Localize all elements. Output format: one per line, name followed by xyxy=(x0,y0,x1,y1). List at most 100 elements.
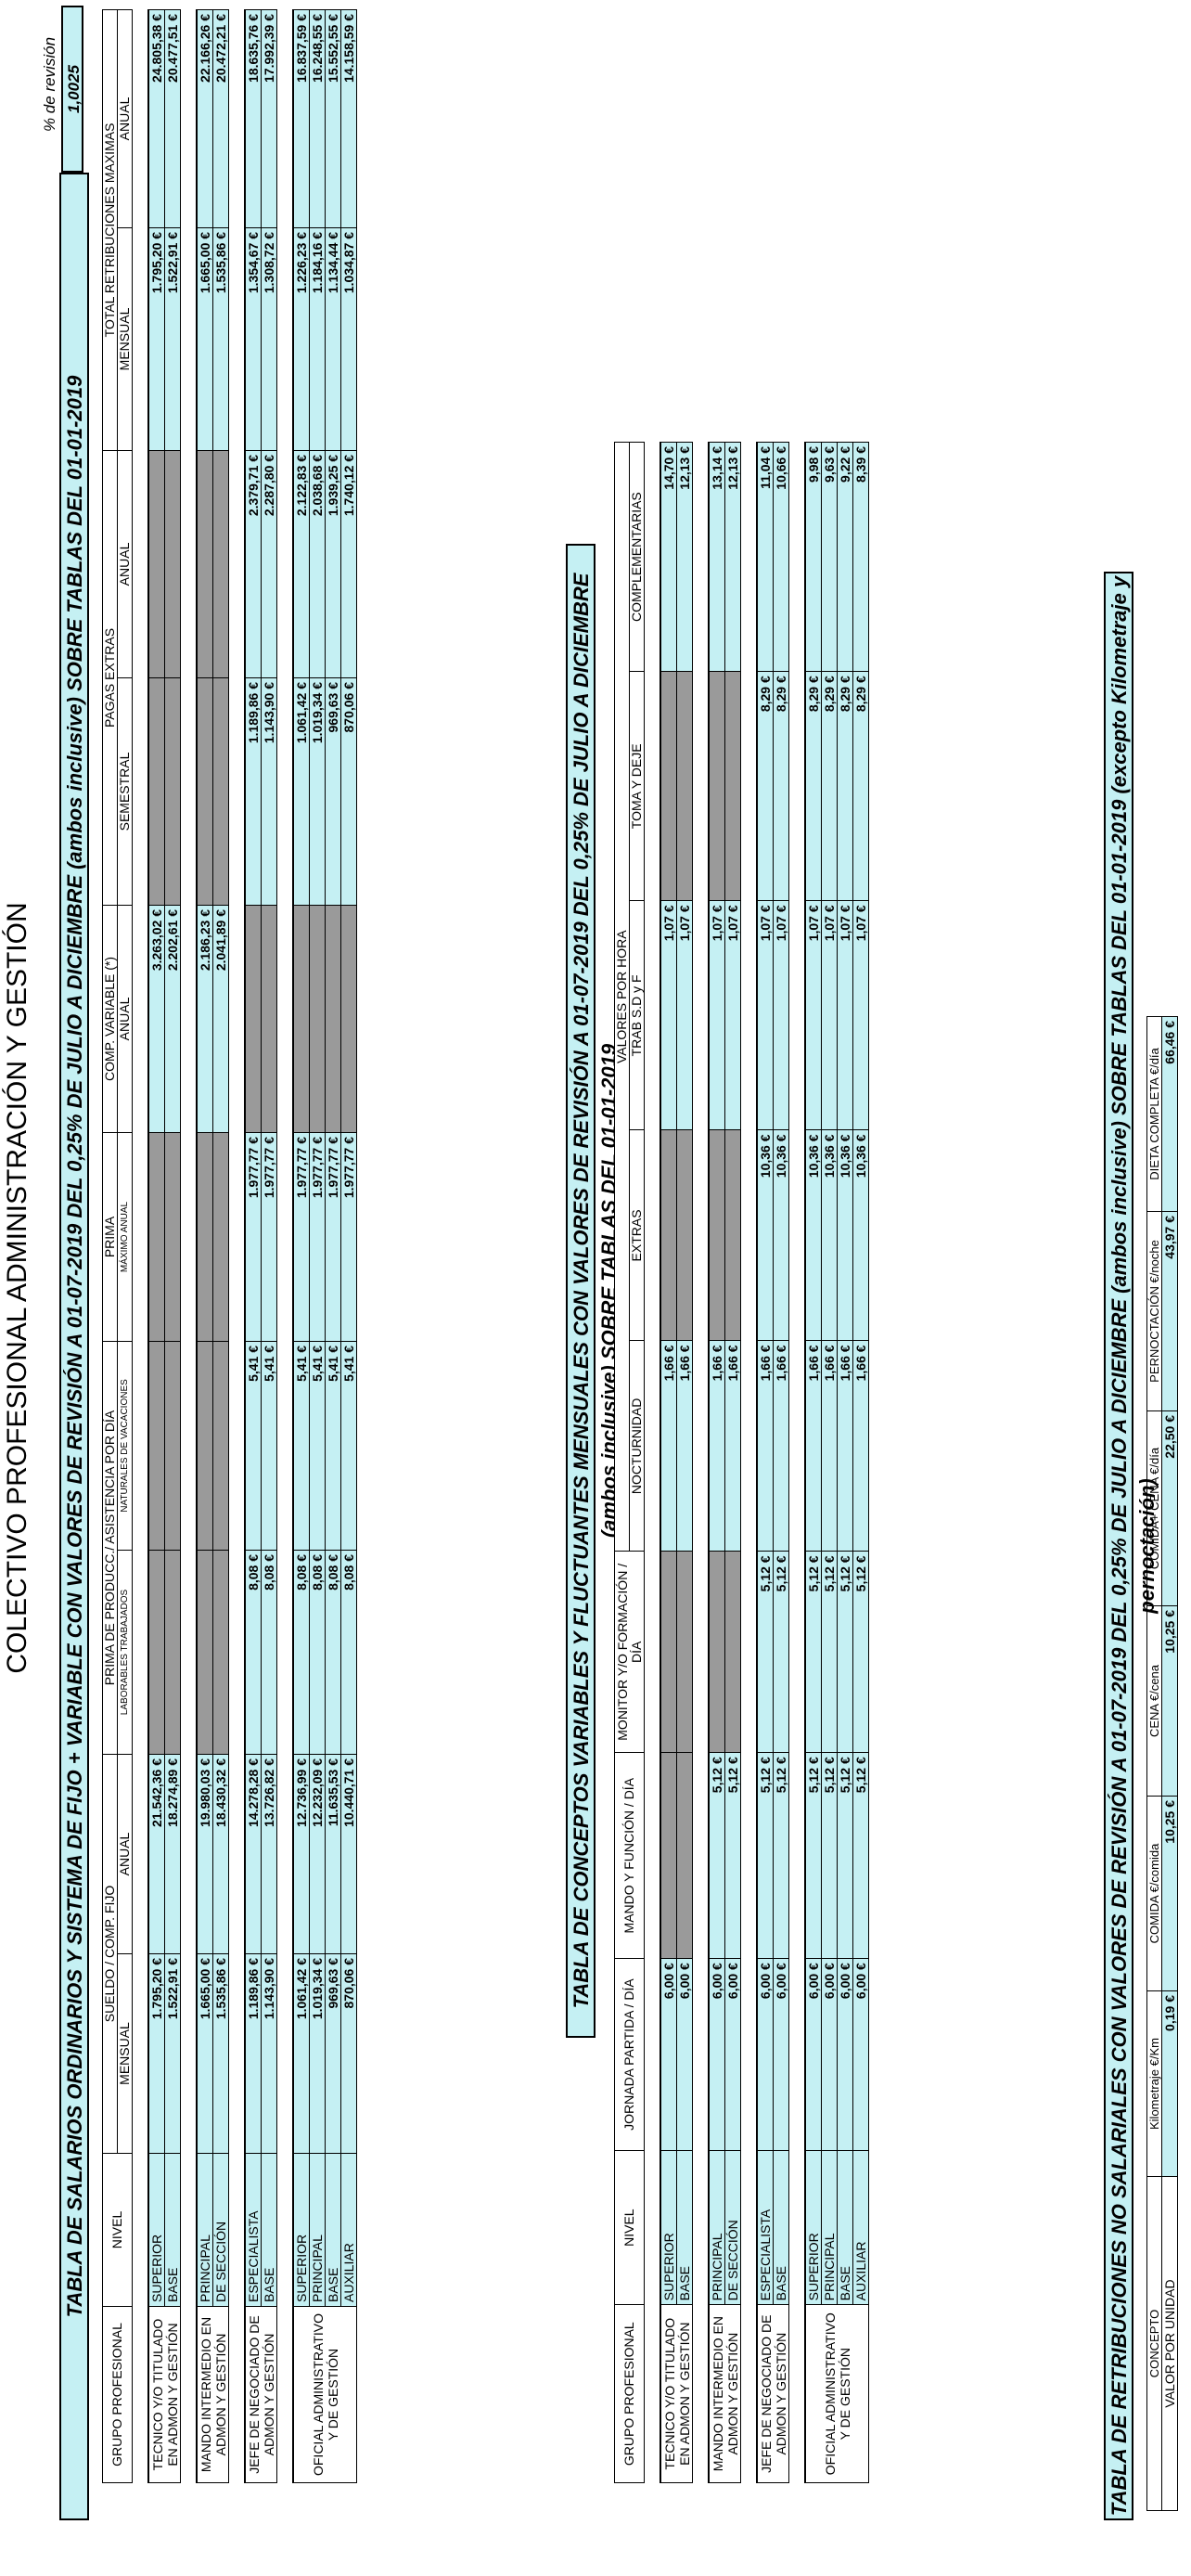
t2-header-monitor: MONITOR Y/O FORMACIÓN / DÍA xyxy=(614,1551,645,1753)
level-cell: BASE xyxy=(837,2150,853,2305)
level-cell: PRINCIPAL xyxy=(821,2150,838,2305)
value-cell-prima: 1.977,77 € xyxy=(325,1132,341,1342)
value-cell-m: 1.019,34 € xyxy=(309,1953,326,2154)
table-row: JEFE DE NEGOCIADO DE ADMON Y GESTIÓN ESPE… xyxy=(757,442,789,2483)
value-cell-m: 1.535,86 € xyxy=(212,1953,229,2154)
value-cell-cv: 3.263,02 € xyxy=(148,905,165,1133)
value-cell-mf: 5,12 € xyxy=(757,1752,774,1959)
value-cell-lab: 8,08 € xyxy=(293,1550,310,1755)
value-cell-noc: 1,66 € xyxy=(805,1340,822,1552)
value-cell-mon: 5,12 € xyxy=(757,1551,774,1753)
level-cell: AUXILIAR xyxy=(852,2150,869,2305)
header-laborables: LABORABLES TRABAJADOS xyxy=(117,1550,133,1755)
value-cell-prima: 1.977,77 € xyxy=(293,1132,310,1342)
value-cell-ta: 17.992,39 € xyxy=(261,9,277,228)
value-cell-trab: 1,07 € xyxy=(837,900,853,1130)
value-cell-prima: 1.977,77 € xyxy=(261,1132,277,1342)
value-cell-ext: 10,36 € xyxy=(821,1129,838,1341)
value-cell-lab: 8,08 € xyxy=(309,1550,326,1755)
value-cell-ta: 16.248,55 € xyxy=(309,9,326,228)
value-cell-mon xyxy=(724,1551,741,1753)
header-semestral: SEMESTRAL xyxy=(117,677,133,906)
value-cell-pa: 2.287,80 € xyxy=(261,450,277,678)
revision-label: % de revisión xyxy=(41,36,58,133)
value-cell-comp: 10,66 € xyxy=(773,442,789,672)
value-cell-mf: 5,12 € xyxy=(709,1752,725,1959)
value-cell-lab xyxy=(164,1550,181,1755)
value-cell-mon xyxy=(709,1551,725,1753)
value-cell-prima: 1.977,77 € xyxy=(340,1132,357,1342)
t2-header-valores-hora: VALORES POR HORA xyxy=(614,442,630,1552)
value-cell-m: 1.061,42 € xyxy=(293,1953,310,2154)
header-comp-variable: COMP. VARIABLE (*) xyxy=(102,905,118,1133)
value-cell-comp: 9,98 € xyxy=(805,442,822,672)
value-cell-tm: 1.522,91 € xyxy=(164,227,181,451)
header-nivel: NIVEL xyxy=(102,2153,133,2307)
value-cell-cv: 2.186,23 € xyxy=(197,905,213,1133)
table-row: MANDO INTERMEDIO EN ADMON Y GESTIÓN PRINC… xyxy=(709,442,741,2483)
value-cell-nat: 5,41 € xyxy=(340,1341,357,1551)
value-cell-ta: 14.158,59 € xyxy=(340,9,357,228)
table-row: BASE 1.143,90 €13.726,82 €8,08 €5,41 €1.9… xyxy=(261,9,277,2482)
value-cell-tm: 1.308,72 € xyxy=(261,227,277,451)
value-cell-toma: 8,29 € xyxy=(757,671,774,901)
spacer-cell xyxy=(788,442,805,2483)
value-cell-cv xyxy=(245,905,262,1133)
value-cell-cv: 2.041,89 € xyxy=(212,905,229,1133)
value-cell-lab: 8,08 € xyxy=(261,1550,277,1755)
level-cell: ESPECIALISTA xyxy=(245,2153,262,2307)
spacer-row xyxy=(740,442,757,2483)
t2-header-jornada: JORNADA PARTIDA / DÍA xyxy=(614,1958,645,2151)
header-maximo-anual: MÁXIMO ANUAL xyxy=(117,1132,133,1342)
non-salary-header-row: CONCEPTO Kilometraje €/Km COMIDA €/comida C… xyxy=(1146,1016,1162,2511)
value-cell-m: 1.665,00 € xyxy=(197,1953,213,2154)
value-cell-pa xyxy=(148,450,165,678)
value-cell-trab: 1,07 € xyxy=(660,900,677,1130)
value-cell-cv xyxy=(309,905,326,1133)
value-cell-lab xyxy=(148,1550,165,1755)
value-cell-lab: 8,08 € xyxy=(325,1550,341,1755)
value-cell-jp: 6,00 € xyxy=(773,1958,789,2151)
non-salary-value: 66,46 € xyxy=(1161,1016,1178,1212)
non-salary-header: COMIDA €/comida xyxy=(1146,1796,1162,1991)
value-cell-a: 18.430,32 € xyxy=(212,1754,229,1954)
non-salary-value: 10,25 € xyxy=(1161,1796,1178,1991)
non-salary-value: 43,97 € xyxy=(1161,1211,1178,1411)
value-cell-trab: 1,07 € xyxy=(676,900,693,1130)
value-cell-sem: 1.189,86 € xyxy=(245,677,262,906)
value-cell-mf: 5,12 € xyxy=(837,1752,853,1959)
value-cell-noc: 1,66 € xyxy=(676,1340,693,1552)
table-row: AUXILIAR 6,00 €5,12 €5,12 €1,66 €10,36 €1… xyxy=(852,442,869,2483)
value-cell-ext xyxy=(724,1129,741,1341)
value-cell-noc: 1,66 € xyxy=(724,1340,741,1552)
level-cell: DE SECCIÓN xyxy=(212,2153,229,2307)
value-cell-nat: 5,41 € xyxy=(293,1341,310,1551)
value-cell-mf: 5,12 € xyxy=(773,1752,789,1959)
header-naturales-text: NATURALES DE VACACIONES xyxy=(120,1379,130,1513)
value-cell-prima xyxy=(164,1132,181,1342)
value-cell-jp: 6,00 € xyxy=(852,1958,869,2151)
table3-title: TABLA DE RETRIBUCIONES NO SALARIALES CON… xyxy=(1104,572,1159,2520)
t2-header-grupo: GRUPO PROFESIONAL xyxy=(614,2304,645,2483)
value-cell-a: 13.726,82 € xyxy=(261,1754,277,1954)
table-row: PRINCIPAL 6,00 €5,12 €5,12 €1,66 €10,36 €… xyxy=(821,442,838,2483)
level-cell: ESPECIALISTA xyxy=(757,2150,774,2305)
level-cell: SUPERIOR xyxy=(148,2153,165,2307)
value-cell-noc: 1,66 € xyxy=(852,1340,869,1552)
spacer-row xyxy=(180,9,197,2483)
level-cell: SUPERIOR xyxy=(660,2150,677,2305)
value-cell-mon: 5,12 € xyxy=(773,1551,789,1753)
value-cell-pa xyxy=(164,450,181,678)
table1-title: TABLA DE SALARIOS ORDINARIOS Y SISTEMA D… xyxy=(59,173,89,2520)
level-cell: BASE xyxy=(676,2150,693,2305)
value-cell-comp: 13,14 € xyxy=(709,442,725,672)
table-row: BASE 969,63 €11.635,53 €8,08 €5,41 €1.977… xyxy=(325,9,341,2482)
value-cell-noc: 1,66 € xyxy=(773,1340,789,1552)
value-cell-sem xyxy=(212,677,229,906)
spacer-cell xyxy=(740,442,757,2483)
value-cell-jp: 6,00 € xyxy=(676,1958,693,2151)
value-cell-jp: 6,00 € xyxy=(837,1958,853,2151)
value-cell-lab: 8,08 € xyxy=(340,1550,357,1755)
header-sueldo: SUELDO / COMP. FIJO xyxy=(102,1754,118,2154)
